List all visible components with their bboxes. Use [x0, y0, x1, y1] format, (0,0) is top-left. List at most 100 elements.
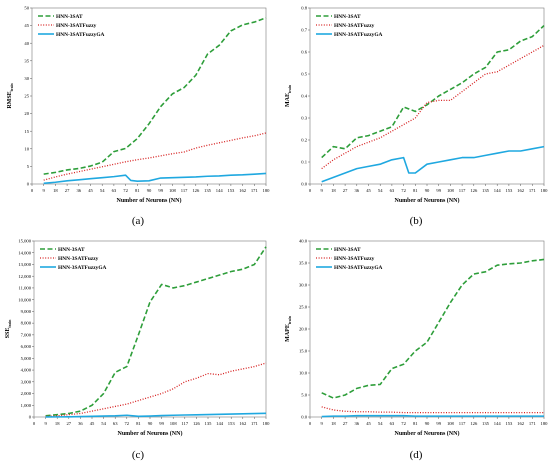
x-tick-label: 135 [204, 188, 212, 193]
x-tick-label: 36 [77, 188, 82, 193]
y-tick-label: 25.0 [299, 305, 308, 310]
y-axis-label-subscript: train [288, 84, 292, 93]
x-tick-label: 81 [413, 421, 418, 426]
x-tick-label: 9 [321, 421, 324, 426]
y-axis-label-main: RMSE [7, 91, 13, 108]
x-tick-label: 72 [401, 421, 406, 426]
y-tick-label: 0.5 [301, 72, 307, 77]
x-tick-label: 153 [505, 421, 513, 426]
y-tick-label: 0.0 [301, 182, 307, 187]
y-tick-label: 3,000 [21, 379, 32, 385]
x-tick-label: 126 [470, 188, 478, 193]
y-axis-label: MAEtrain [285, 84, 292, 107]
x-tick-label: 153 [505, 188, 513, 193]
series-line-hnn-3satfuzzyga [321, 414, 544, 418]
y-axis-label-main: MAE [285, 93, 291, 107]
x-tick-label: 0 [309, 188, 312, 193]
x-tick-label: 63 [113, 421, 118, 426]
x-tick-label: 180 [541, 188, 549, 193]
series-line-hnn-3sat [43, 17, 267, 175]
y-axis-label-subscript: train [8, 319, 12, 328]
x-tick-label: 0 [31, 188, 34, 193]
y-tick-label: 30.0 [299, 283, 308, 288]
y-tick-label: 40.0 [299, 239, 308, 244]
caption-a: (a) [131, 215, 145, 227]
x-tick-label: 126 [193, 421, 201, 426]
y-tick-label: 5,000 [21, 356, 32, 362]
y-tick-label: 10.0 [299, 371, 308, 376]
y-tick-label: 40 [24, 41, 29, 46]
x-tick-label: 45 [366, 421, 371, 426]
y-tick-label: 20.0 [299, 327, 308, 332]
x-tick-label: 81 [136, 421, 141, 426]
x-tick-label: 54 [378, 188, 383, 193]
x-tick-label: 36 [78, 421, 83, 426]
x-tick-label: 27 [67, 421, 72, 426]
y-tick-label: 6,000 [21, 344, 32, 350]
x-tick-label: 180 [541, 421, 549, 426]
x-tick-label: 90 [425, 188, 430, 193]
x-tick-label: 54 [100, 188, 105, 193]
y-tick-label: 14,000 [18, 250, 31, 256]
legend-label: HNN-3SAT [56, 14, 83, 20]
y-tick-label: 10 [24, 146, 29, 151]
x-tick-label: 81 [413, 188, 418, 193]
y-tick-label: 11,000 [19, 286, 32, 292]
y-tick-label: 1,000 [21, 403, 32, 409]
caption-d: (d) [409, 449, 423, 461]
y-tick-label: 15.0 [299, 349, 308, 354]
x-tick-label: 36 [355, 188, 360, 193]
legend-label: HNN-3SATFuzzyGA [58, 265, 107, 271]
series-line-hnn-3satfuzzyga [45, 412, 267, 418]
legend-label: HNN-3SATFuzzy [56, 23, 97, 29]
y-axis-label-subscript: train [288, 315, 292, 324]
x-tick-label: 27 [343, 421, 348, 426]
y-tick-label: 15,000 [18, 239, 31, 245]
series-line-hnn-3satfuzzy [321, 406, 544, 414]
x-tick-label: 63 [390, 421, 395, 426]
x-axis-label: Number of Neurons (NN) [117, 197, 182, 204]
x-tick-label: 18 [53, 188, 58, 193]
x-tick-label: 9 [43, 188, 46, 193]
x-tick-label: 0 [33, 421, 36, 426]
y-tick-label: 10,000 [18, 297, 31, 303]
y-tick-label: 0.1 [301, 160, 307, 165]
y-tick-label: 0.2 [301, 138, 307, 143]
y-tick-label: 5.0 [301, 393, 307, 398]
x-tick-label: 99 [158, 188, 163, 193]
x-tick-label: 54 [378, 421, 383, 426]
x-tick-label: 180 [263, 421, 271, 426]
x-tick-label: 54 [101, 421, 106, 426]
legend-label: HNN-3SATFuzzy [334, 23, 375, 29]
y-axis-label-main: MAPE [285, 324, 291, 342]
x-tick-label: 144 [494, 421, 502, 426]
x-tick-label: 180 [263, 188, 271, 193]
chart-panel-d: 0.0 5.0 10.0 15.0 20.0 25.0 30.0 35.0 40.0 0 9 18 27… [285, 239, 549, 437]
x-tick-label: 117 [459, 188, 466, 193]
x-tick-label: 18 [331, 188, 336, 193]
x-tick-label: 171 [529, 188, 537, 193]
x-tick-label: 126 [192, 188, 200, 193]
y-tick-label: 0.3 [301, 116, 307, 121]
legend-label: HNN-3SATFuzzy [334, 256, 375, 262]
y-tick-label: 0.6 [301, 50, 307, 55]
x-tick-label: 126 [470, 421, 478, 426]
x-tick-label: 144 [216, 188, 224, 193]
y-tick-label: 2,000 [21, 391, 32, 397]
legend-label: HNN-3SAT [334, 247, 361, 253]
legend-label: HNN-3SAT [334, 14, 361, 20]
x-tick-label: 171 [251, 421, 259, 426]
y-axis-label-main: SSE [5, 328, 11, 339]
y-tick-label: 0.0 [301, 415, 307, 420]
x-tick-label: 99 [436, 421, 441, 426]
y-tick-label: 15 [24, 129, 29, 134]
series-line-hnn-3satfuzzy [43, 132, 267, 181]
x-tick-label: 162 [517, 188, 525, 193]
x-tick-label: 72 [123, 188, 128, 193]
legend-label: HNN-3SAT [58, 247, 85, 253]
y-tick-label: 50 [24, 6, 29, 11]
y-axis-label: MAPEtrain [285, 315, 292, 342]
y-tick-label: 12,000 [18, 274, 31, 280]
x-tick-label: 18 [331, 421, 336, 426]
x-tick-label: 162 [517, 421, 525, 426]
